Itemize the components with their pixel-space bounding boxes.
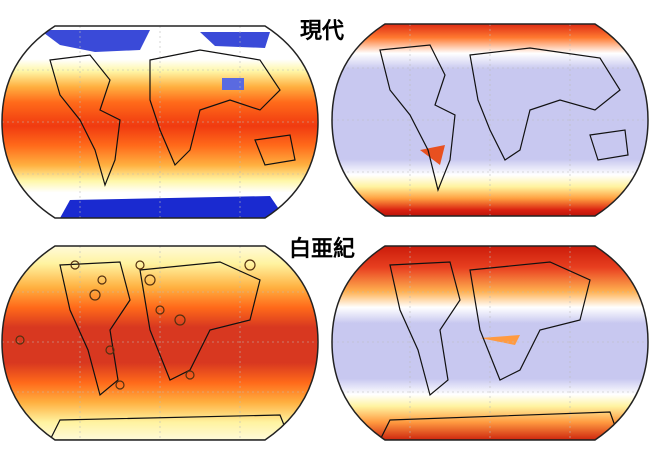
label-modern: 現代 [300, 19, 344, 44]
map-cretaceous-right [331, 245, 649, 441]
map-modern-left [1, 25, 319, 219]
label-cretaceous: 白亜紀 [289, 236, 355, 262]
map-cretaceous-left [1, 245, 319, 441]
map-modern-right [331, 23, 649, 217]
